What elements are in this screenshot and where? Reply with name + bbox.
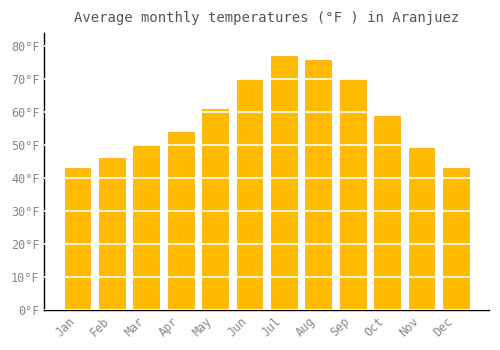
Title: Average monthly temperatures (°F ) in Aranjuez: Average monthly temperatures (°F ) in Ar… bbox=[74, 11, 460, 25]
Bar bbox=[168, 132, 194, 310]
Bar bbox=[340, 79, 365, 310]
Bar bbox=[64, 168, 90, 310]
Bar bbox=[236, 79, 262, 310]
Bar bbox=[443, 168, 468, 310]
Bar bbox=[408, 148, 434, 310]
Bar bbox=[134, 145, 159, 310]
Bar bbox=[202, 109, 228, 310]
Bar bbox=[374, 116, 400, 310]
Bar bbox=[99, 158, 125, 310]
Bar bbox=[271, 56, 297, 310]
Bar bbox=[306, 60, 331, 310]
